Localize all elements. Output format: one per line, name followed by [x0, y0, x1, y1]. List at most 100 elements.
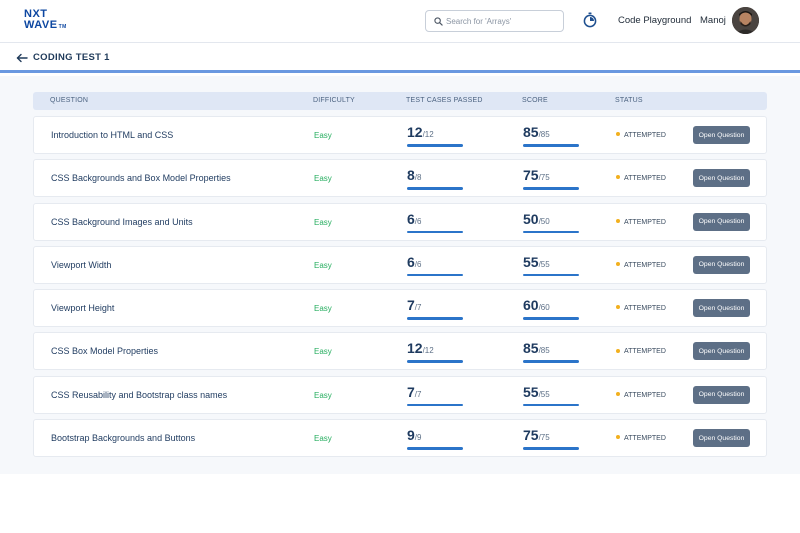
- difficulty-label: Easy: [314, 304, 332, 314]
- test-cases-passed: 8/8: [407, 167, 463, 190]
- test-cases-progress-bar: [407, 230, 463, 234]
- status-text: ATTEMPTED: [624, 348, 666, 356]
- score: 85/85: [523, 340, 579, 363]
- test-cases-progress-bar: [407, 360, 463, 363]
- score-total: /75: [538, 173, 550, 183]
- score: 55/55: [523, 383, 579, 407]
- test-cases-passed-value: 12: [407, 124, 423, 140]
- open-question-button[interactable]: Open Question: [693, 299, 750, 318]
- test-cases-progress-bar: [407, 317, 463, 320]
- test-cases-progress-bar: [407, 144, 463, 147]
- score-value: 55: [523, 253, 539, 270]
- test-cases-progress-fill: [407, 403, 463, 407]
- header-status: STATUS: [615, 97, 643, 104]
- test-cases-total: /6: [414, 259, 422, 269]
- open-question-button[interactable]: Open Question: [693, 255, 750, 274]
- test-cases-passed: 9/9: [407, 427, 463, 450]
- brand-logo[interactable]: NXT WAVETM: [24, 9, 72, 33]
- difficulty-label: Easy: [314, 131, 332, 140]
- open-question-button[interactable]: Open Question: [693, 169, 750, 188]
- score: 60/60: [523, 297, 579, 320]
- test-cases-passed-value: 7: [407, 383, 415, 400]
- code-playground-link[interactable]: Code Playground: [618, 15, 692, 26]
- question-title[interactable]: Viewport Width: [51, 259, 112, 270]
- test-cases-passed: 6/6: [407, 254, 463, 277]
- score: 75/75: [523, 167, 579, 190]
- question-title[interactable]: Bootstrap Backgrounds and Buttons: [51, 433, 196, 444]
- score-progress-bar: [523, 273, 579, 277]
- status-text: ATTEMPTED: [624, 305, 666, 313]
- question-title[interactable]: CSS Backgrounds and Box Model Properties: [51, 173, 231, 184]
- status-badge: ATTEMPTED: [616, 175, 666, 182]
- status-dot-icon: [616, 391, 620, 396]
- page-header: CODING TEST 1: [0, 43, 800, 73]
- score-total: /85: [538, 130, 550, 139]
- score-total: /85: [538, 346, 550, 356]
- score-value: 50: [523, 210, 539, 227]
- score-total: /55: [538, 259, 550, 269]
- open-question-button[interactable]: Open Question: [693, 126, 750, 144]
- user-name: Manoj: [700, 15, 726, 26]
- stopwatch-icon[interactable]: [582, 12, 598, 28]
- table-row: CSS Background Images and Units Easy 6/6 50…: [33, 202, 767, 241]
- score-value: 85: [523, 340, 539, 357]
- score-progress-fill: [523, 144, 579, 147]
- open-question-button[interactable]: Open Question: [693, 342, 750, 361]
- test-cases-progress-bar: [407, 187, 463, 190]
- status-dot-icon: [616, 435, 620, 440]
- open-question-button[interactable]: Open Question: [693, 429, 750, 448]
- test-cases-progress-fill: [407, 360, 463, 363]
- score-progress-bar: [523, 447, 579, 450]
- question-title[interactable]: Viewport Height: [51, 303, 115, 314]
- status-badge: ATTEMPTED: [616, 435, 666, 442]
- test-cases-passed-value: 12: [407, 340, 423, 357]
- status-badge: ATTEMPTED: [616, 219, 666, 226]
- question-title[interactable]: CSS Reusability and Bootstrap class name…: [51, 389, 228, 400]
- search-box[interactable]: [425, 10, 564, 32]
- status-text: ATTEMPTED: [624, 391, 666, 399]
- status-badge: ATTEMPTED: [616, 348, 666, 355]
- arrow-left-icon[interactable]: [16, 53, 28, 63]
- test-cases-total: /12: [422, 130, 434, 139]
- score-value: 55: [523, 383, 539, 400]
- question-title[interactable]: Introduction to HTML and CSS: [51, 130, 174, 140]
- question-title[interactable]: CSS Box Model Properties: [51, 346, 159, 357]
- score-progress-bar: [523, 144, 579, 147]
- status-badge: ATTEMPTED: [616, 305, 666, 312]
- test-cases-passed-value: 8: [407, 167, 415, 184]
- test-cases-passed: 6/6: [407, 211, 463, 234]
- score-progress-bar: [523, 317, 579, 320]
- test-cases-passed-value: 9: [407, 427, 415, 444]
- question-title[interactable]: CSS Background Images and Units: [51, 216, 193, 227]
- test-cases-total: /12: [422, 346, 434, 356]
- test-cases-passed: 12/12: [407, 124, 463, 147]
- status-text: ATTEMPTED: [624, 435, 666, 443]
- test-cases-total: /8: [414, 173, 422, 183]
- table-row: Introduction to HTML and CSS Easy 12/12 85/…: [33, 116, 767, 154]
- open-question-button[interactable]: Open Question: [693, 385, 750, 404]
- score-progress-fill: [523, 360, 579, 363]
- status-dot-icon: [616, 132, 620, 137]
- score-total: /55: [538, 389, 550, 399]
- status-badge: ATTEMPTED: [616, 262, 666, 269]
- score: 50/50: [523, 210, 579, 234]
- difficulty-label: Easy: [314, 390, 332, 400]
- score-progress-fill: [523, 273, 579, 277]
- search-icon: [434, 17, 443, 26]
- status-badge: ATTEMPTED: [616, 132, 666, 139]
- score-progress-fill: [523, 447, 579, 450]
- difficulty-label: Easy: [314, 434, 332, 444]
- table-header: QUESTION DIFFICULTY TEST CASES PASSED SC…: [33, 92, 767, 110]
- brand-logo-tm: TM: [58, 24, 67, 30]
- open-question-button[interactable]: Open Question: [693, 212, 750, 231]
- test-cases-passed: 7/7: [407, 297, 463, 320]
- table-row: CSS Box Model Properties Easy 12/12 85/85 AT…: [33, 332, 767, 371]
- avatar[interactable]: [732, 7, 759, 34]
- score-progress-fill: [523, 230, 579, 234]
- score-progress-fill: [523, 317, 579, 320]
- search-input[interactable]: [446, 14, 560, 28]
- status-text: ATTEMPTED: [624, 175, 666, 183]
- test-cases-progress-fill: [407, 317, 463, 320]
- status-dot-icon: [616, 175, 620, 180]
- test-cases-progress-bar: [407, 447, 463, 450]
